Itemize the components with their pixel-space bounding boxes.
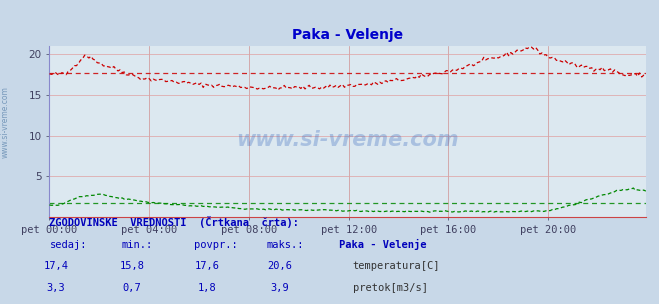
Text: 20,6: 20,6 xyxy=(268,261,293,271)
Text: maks.:: maks.: xyxy=(267,240,304,250)
Text: min.:: min.: xyxy=(122,240,153,250)
Text: 17,6: 17,6 xyxy=(195,261,220,271)
Text: www.si-vreme.com: www.si-vreme.com xyxy=(1,86,10,157)
Text: Paka - Velenje: Paka - Velenje xyxy=(339,239,427,250)
Text: 1,8: 1,8 xyxy=(198,283,217,293)
Text: povpr.:: povpr.: xyxy=(194,240,238,250)
Text: ZGODOVINSKE  VREDNOSTI  (Črtkana  črta):: ZGODOVINSKE VREDNOSTI (Črtkana črta): xyxy=(49,216,299,229)
Text: 3,9: 3,9 xyxy=(271,283,289,293)
Text: 0,7: 0,7 xyxy=(123,283,141,293)
Title: Paka - Velenje: Paka - Velenje xyxy=(292,28,403,42)
Text: sedaj:: sedaj: xyxy=(49,240,87,250)
Text: www.si-vreme.com: www.si-vreme.com xyxy=(237,130,459,150)
Text: 3,3: 3,3 xyxy=(47,283,65,293)
Text: temperatura[C]: temperatura[C] xyxy=(353,261,440,271)
Text: 15,8: 15,8 xyxy=(119,261,144,271)
Text: pretok[m3/s]: pretok[m3/s] xyxy=(353,283,428,293)
Text: 17,4: 17,4 xyxy=(43,261,69,271)
